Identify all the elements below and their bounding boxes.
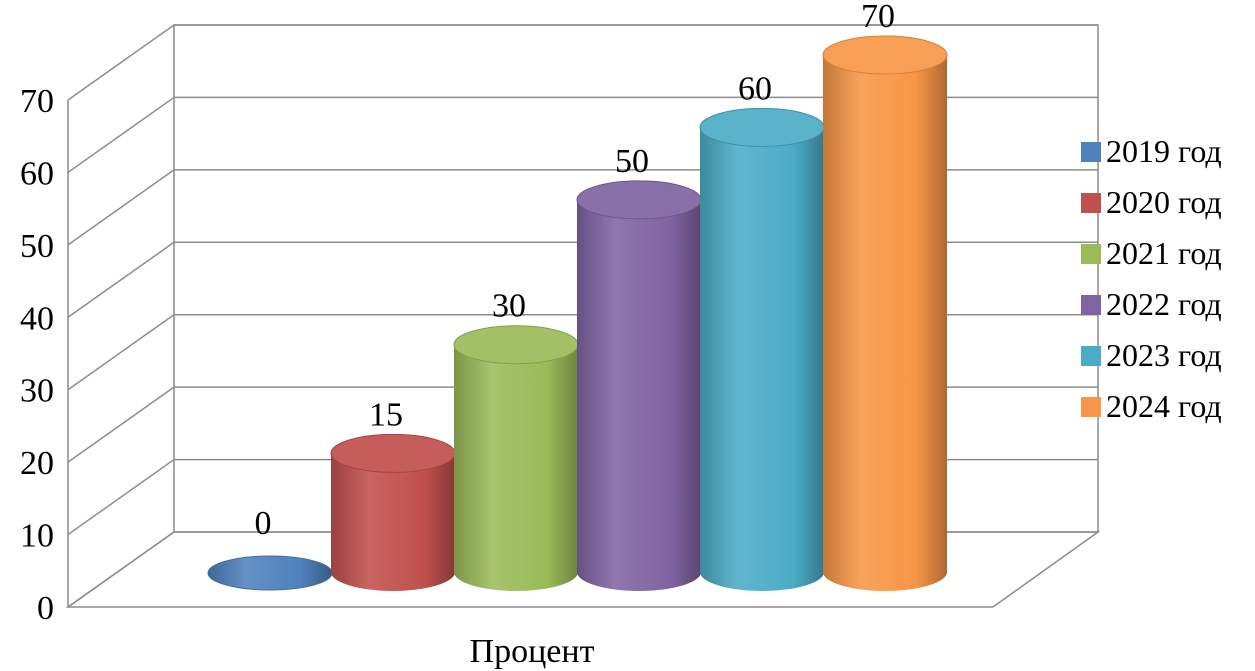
legend-item: 2021 год xyxy=(1081,235,1222,271)
data-label: 15 xyxy=(369,396,403,433)
legend-swatch xyxy=(1081,397,1101,417)
legend-label: 2019 год xyxy=(1106,133,1222,169)
legend-swatch xyxy=(1081,142,1101,162)
y-tick-label: 20 xyxy=(20,445,54,482)
legend-swatch xyxy=(1081,244,1101,264)
legend-item: 2023 год xyxy=(1081,337,1222,373)
legend-label: 2023 год xyxy=(1106,337,1222,373)
cylinder-body xyxy=(577,199,701,591)
data-label: 60 xyxy=(738,70,772,107)
cylinder-top xyxy=(207,555,333,591)
y-tick-label: 50 xyxy=(20,228,54,265)
y-tick-label: 30 xyxy=(20,373,54,410)
cylinder-top xyxy=(699,107,825,147)
data-label: 50 xyxy=(615,143,649,180)
side-gridline xyxy=(67,241,175,318)
y-tick-label: 40 xyxy=(20,300,54,337)
legend-label: 2024 год xyxy=(1106,388,1222,424)
legend-label: 2020 год xyxy=(1106,184,1222,220)
legend-swatch xyxy=(1081,346,1101,366)
category-label: Процент xyxy=(470,633,595,670)
side-gridline xyxy=(67,531,175,608)
side-gridline xyxy=(67,314,175,391)
y-tick-label: 70 xyxy=(20,83,54,120)
side-gridline xyxy=(67,458,175,536)
legend-item: 2022 год xyxy=(1081,286,1222,322)
bar-2022-год xyxy=(576,180,702,591)
legend-item: 2024 год xyxy=(1081,388,1222,424)
cylinder-top xyxy=(453,325,579,365)
bar-2024-год xyxy=(822,35,948,591)
legend-swatch xyxy=(1081,295,1101,315)
data-label: 0 xyxy=(255,505,272,542)
bar-2020-год xyxy=(330,433,456,591)
bar-2023-год xyxy=(699,107,825,591)
cylinder-body xyxy=(700,127,824,591)
legend-label: 2022 год xyxy=(1106,286,1222,322)
data-label: 70 xyxy=(861,0,895,35)
cylinder-top xyxy=(330,433,456,473)
y-tick-label: 60 xyxy=(20,155,54,192)
cylinder-body xyxy=(331,453,455,591)
side-gridline xyxy=(67,96,175,174)
legend-item: 2020 год xyxy=(1081,184,1222,220)
side-gridline xyxy=(67,169,175,246)
legend-swatch xyxy=(1081,193,1101,213)
y-axis-ticks: 0 10 20 30 40 50 60 70 xyxy=(20,83,54,627)
y-tick-label: 0 xyxy=(37,590,54,627)
cylinder-top xyxy=(822,35,948,75)
cylinder-body xyxy=(454,344,578,591)
legend: 2019 год 2020 год 2021 год 2022 год 2023 год… xyxy=(1081,133,1222,424)
y-tick-label: 10 xyxy=(20,518,54,555)
side-gridline xyxy=(67,386,175,463)
cylinder-top xyxy=(576,180,702,220)
cylinder-body xyxy=(823,55,947,591)
legend-item: 2019 год xyxy=(1081,133,1222,169)
data-labels: 0 15 30 50 60 70 xyxy=(255,0,896,542)
data-label: 30 xyxy=(492,288,526,325)
bar-2019-год xyxy=(207,555,333,591)
bars xyxy=(207,35,948,591)
side-gridline xyxy=(67,24,175,101)
bar-2021-год xyxy=(453,325,579,591)
legend-label: 2021 год xyxy=(1106,235,1222,271)
